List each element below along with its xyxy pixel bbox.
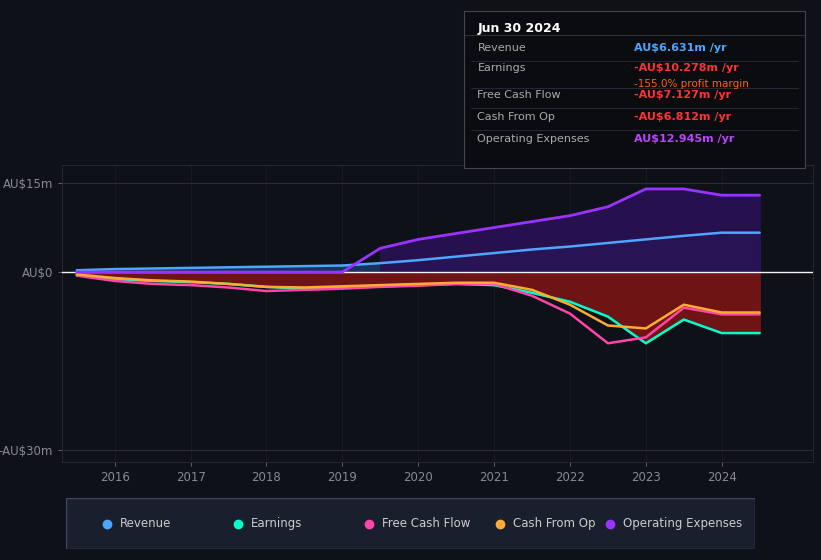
Text: Operating Expenses: Operating Expenses [623, 517, 742, 530]
Text: AU$12.945m /yr: AU$12.945m /yr [635, 133, 735, 143]
Text: -AU$7.127m /yr: -AU$7.127m /yr [635, 90, 732, 100]
Text: -AU$6.812m /yr: -AU$6.812m /yr [635, 111, 732, 122]
Text: Cash From Op: Cash From Op [512, 517, 595, 530]
Text: Operating Expenses: Operating Expenses [478, 133, 589, 143]
Text: Jun 30 2024: Jun 30 2024 [478, 22, 561, 35]
Text: Earnings: Earnings [250, 517, 302, 530]
Text: -155.0% profit margin: -155.0% profit margin [635, 78, 749, 88]
Text: Cash From Op: Cash From Op [478, 111, 555, 122]
FancyBboxPatch shape [66, 498, 755, 549]
Text: Free Cash Flow: Free Cash Flow [478, 90, 561, 100]
Text: Free Cash Flow: Free Cash Flow [382, 517, 470, 530]
Text: Revenue: Revenue [120, 517, 171, 530]
Text: Earnings: Earnings [478, 63, 526, 73]
Text: -AU$10.278m /yr: -AU$10.278m /yr [635, 63, 739, 73]
Text: AU$6.631m /yr: AU$6.631m /yr [635, 43, 727, 53]
Text: Revenue: Revenue [478, 43, 526, 53]
